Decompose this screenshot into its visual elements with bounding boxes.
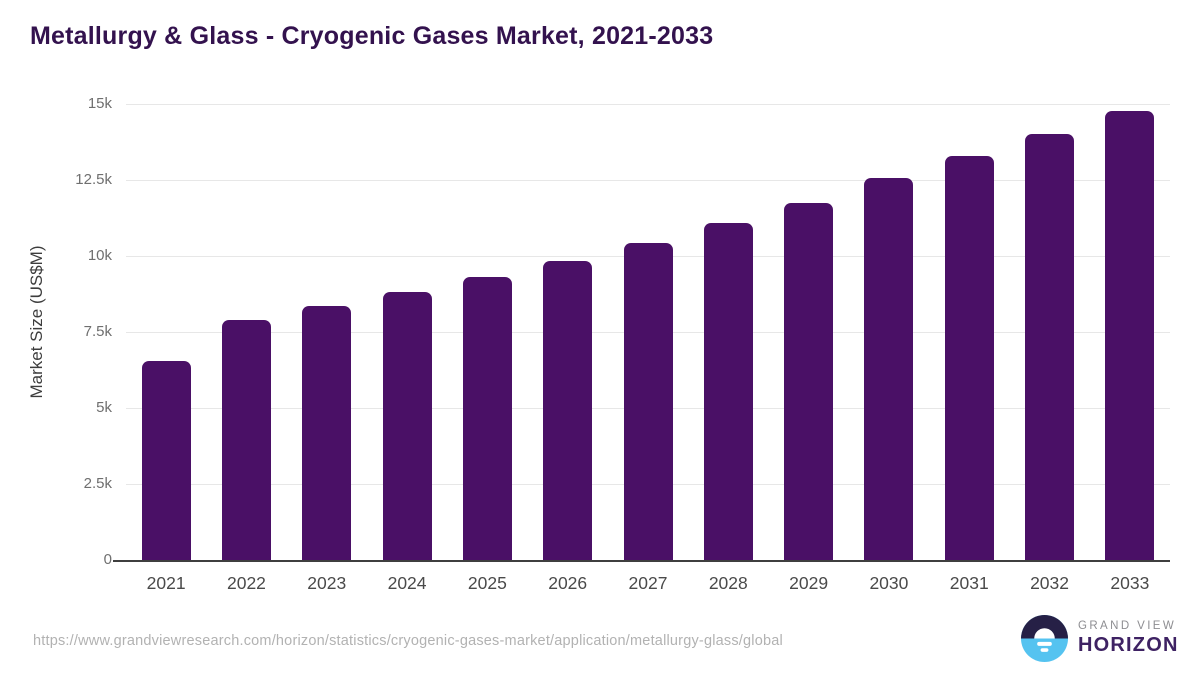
source-url: https://www.grandviewresearch.com/horizo… — [33, 633, 783, 649]
x-tick-label: 2024 — [387, 573, 427, 593]
bar[interactable] — [864, 178, 914, 560]
x-axis-line — [113, 560, 1170, 562]
brand-text: GRAND VIEW HORIZON — [1078, 620, 1179, 657]
y-tick-label: 7.5k — [83, 323, 112, 340]
x-tick-label: 2021 — [146, 573, 186, 593]
bar[interactable] — [623, 243, 673, 560]
bar[interactable] — [703, 222, 753, 560]
x-tick-label: 2031 — [949, 573, 989, 593]
x-tick-label: 2030 — [869, 573, 909, 593]
y-axis-title: Market Size (US$M) — [27, 245, 46, 399]
y-tick-label: 15k — [87, 95, 112, 112]
y-tick-label: 12.5k — [75, 171, 112, 188]
x-tick-label: 2033 — [1110, 573, 1150, 593]
x-tick-label: 2022 — [226, 573, 266, 593]
bar[interactable] — [1025, 133, 1075, 560]
bar[interactable] — [944, 156, 994, 560]
brand-name-bottom: HORIZON — [1078, 634, 1179, 656]
x-tick-label: 2027 — [628, 573, 668, 593]
bar[interactable] — [221, 319, 271, 560]
bar[interactable] — [1105, 111, 1155, 560]
x-tick-label: 2029 — [789, 573, 829, 593]
gridline — [126, 180, 1170, 181]
brand-name-top: GRAND VIEW — [1078, 620, 1177, 632]
x-tick-label: 2032 — [1030, 573, 1069, 593]
y-tick-label: 0 — [103, 551, 112, 568]
bar[interactable] — [141, 360, 191, 560]
x-tick-label: 2023 — [307, 573, 347, 593]
gridline — [126, 104, 1170, 105]
x-tick-label: 2026 — [548, 573, 588, 593]
y-tick-label: 10k — [87, 247, 112, 264]
bar[interactable] — [302, 306, 352, 560]
x-tick-label: 2028 — [708, 573, 748, 593]
bar[interactable] — [382, 292, 432, 560]
x-tick-label: 2025 — [467, 573, 507, 593]
bar[interactable] — [543, 260, 593, 560]
y-tick-label: 5k — [96, 399, 112, 416]
chart-title: Metallurgy & Glass - Cryogenic Gases Mar… — [30, 22, 714, 50]
brand-logo: GRAND VIEW HORIZON — [1021, 615, 1179, 662]
bar[interactable] — [462, 277, 512, 560]
bar[interactable] — [784, 202, 834, 560]
horizon-sun-icon — [1021, 615, 1068, 662]
y-tick-label: 2.5k — [83, 475, 112, 492]
